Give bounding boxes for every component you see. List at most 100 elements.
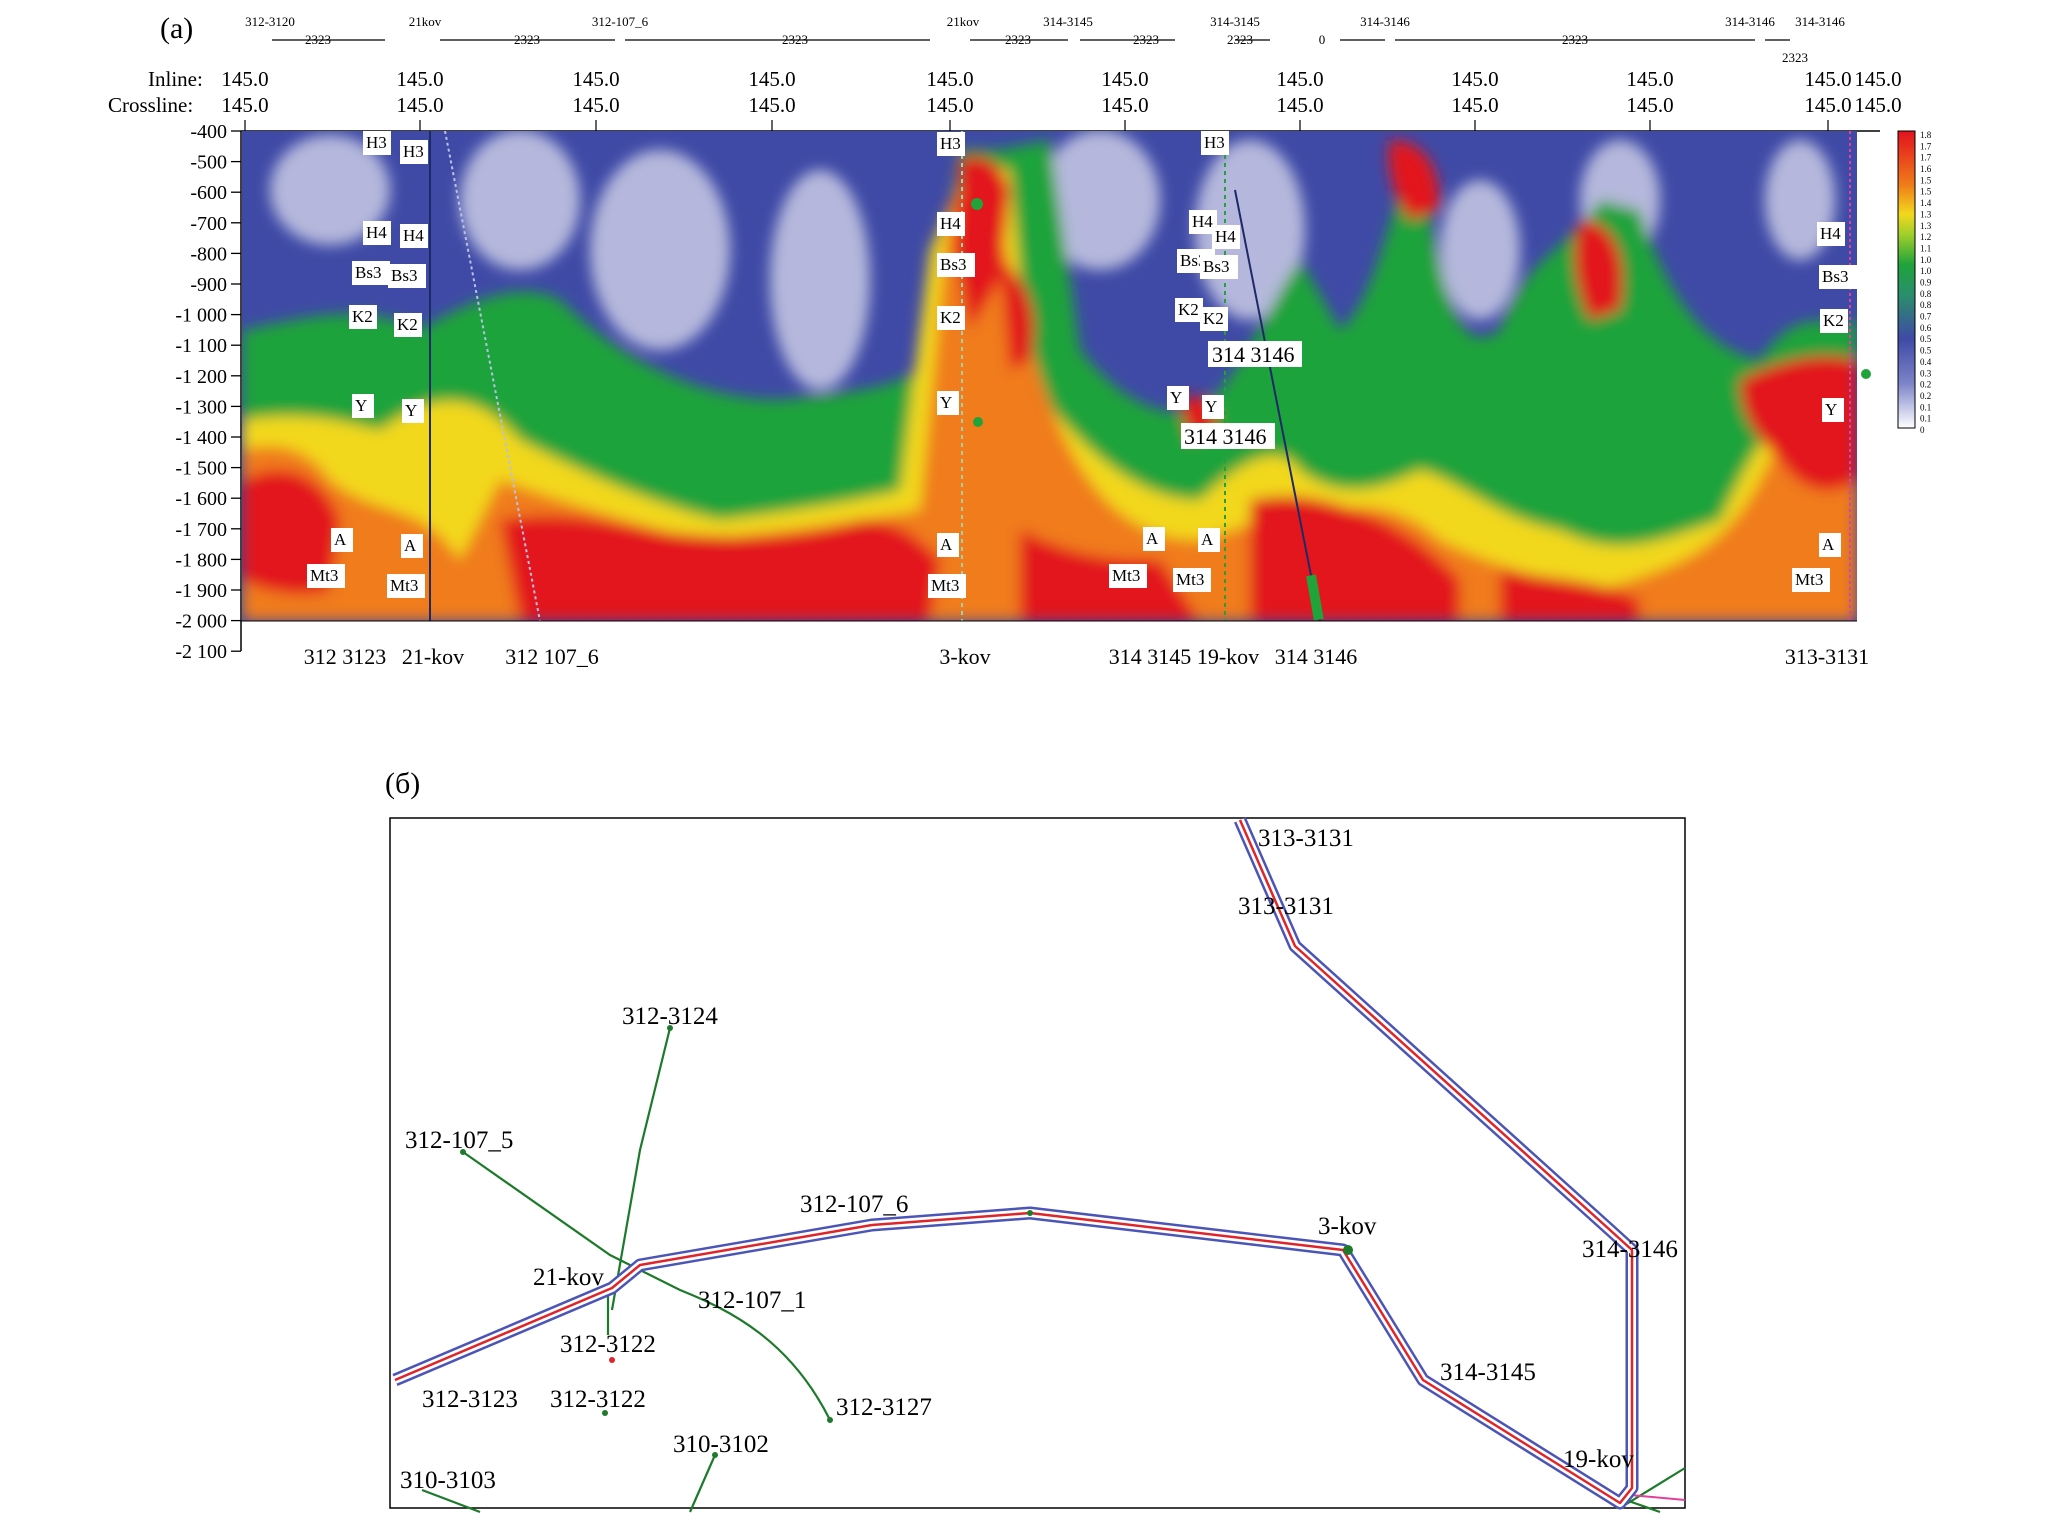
horizon-label-box [402,399,424,423]
inline-value: 145.0 [1626,67,1673,91]
horizon-label-box [1792,568,1830,592]
horizon-label: K2 [1823,311,1844,330]
horizon-label-box [352,394,374,418]
profile-line [392,817,1639,1510]
inline-value: 145.0 [1276,67,1323,91]
colorbar-tick: 1.1 [1920,243,1931,253]
crossline-value: 145.0 [396,93,443,117]
horizon-label-box [401,534,423,558]
svg-text:2323: 2323 [1005,32,1031,47]
horizon-label-box [1820,309,1848,333]
svg-text:312-3123: 312-3123 [422,1386,518,1413]
horizon-label-box [363,221,391,245]
crossline-value: 145.0 [1626,93,1673,117]
horizon-label: Bs3 [1180,251,1206,270]
svg-text:2323: 2323 [305,32,331,47]
horizon-label-box [1175,298,1203,322]
horizon-label-box [394,313,422,337]
depth-tick-label: -800 [190,243,227,265]
svg-text:21kov: 21kov [409,14,442,29]
inline-value: 145.0 [1804,67,1851,91]
svg-text:0: 0 [1319,32,1326,47]
depth-tick-label: -1 300 [175,396,227,418]
horizon-label-box [400,224,428,248]
horizon-label: Mt3 [1112,566,1140,585]
segment-values: 2323 2323 2323 2323 2323 2323 0 2323 232… [305,32,1808,65]
svg-text:312-3120: 312-3120 [245,14,295,29]
horizon-label-box [331,528,353,552]
horizon-label: Bs3 [391,266,417,285]
svg-text:314-3145: 314-3145 [1043,14,1093,29]
horizon-label-box [1822,398,1844,422]
horizon-label-box [363,131,391,155]
svg-text:314 3146: 314 3146 [1275,644,1358,669]
depth-tick-label: -1 400 [175,427,227,449]
svg-text:314 3146: 314 3146 [1184,424,1267,449]
horizon-label: A [1201,530,1214,549]
pink-trace [1629,1494,1686,1501]
horizon-label: H4 [1192,212,1213,231]
depth-tick-label: -2 000 [175,611,227,633]
colorbar-tick: 1.3 [1920,209,1932,219]
horizon-label-box [937,253,975,277]
horizon-label: A [334,530,347,549]
inside-well-labels: 314 3146 314 3146 [1181,341,1302,449]
horizon-label-box [1143,527,1165,551]
horizon-label: Y [1205,397,1217,416]
horizon-label: K2 [352,307,373,326]
svg-text:313-3131: 313-3131 [1238,893,1334,920]
horizon-label: Bs3 [355,263,381,282]
colorbar-tick: 0.1 [1920,402,1931,412]
horizon-label: Mt3 [931,576,959,595]
svg-text:19-kov: 19-kov [1563,1446,1634,1473]
horizon-label: Y [940,393,952,412]
colorbar-tick: 0.5 [1920,334,1932,344]
horizon-label-box [937,306,965,330]
horizon-label: Bs3 [940,255,966,274]
inline-value: 145.0 [1451,67,1498,91]
horizon-label: Bs3 [1822,267,1848,286]
horizon-label: Mt3 [1795,570,1823,589]
depth-tick-label: -400 [190,121,227,143]
horizon-label: Y [1170,388,1182,407]
svg-text:313-3131: 313-3131 [1785,644,1869,669]
svg-text:2323: 2323 [1227,32,1253,47]
horizon-label: K2 [940,308,961,327]
horizon-label-box [1212,225,1240,249]
svg-text:3-kov: 3-kov [1318,1213,1377,1240]
svg-text:312-107_6: 312-107_6 [592,14,649,29]
svg-text:19-kov: 19-kov [1197,644,1259,669]
inline-value: 145.0 [221,67,268,91]
bottom-well-names: 312 3123 21-kov 312 107_6 3-kov 314 3145… [304,644,1869,669]
horizon-label: A [1146,529,1159,548]
colorbar-tick: 1.5 [1920,187,1932,197]
colorbar-tick: 0.2 [1920,380,1931,390]
svg-text:314-3146: 314-3146 [1582,1236,1678,1263]
horizon-label-box [1817,222,1845,246]
svg-text:2323: 2323 [514,32,540,47]
inline-value: 145.0 [926,67,973,91]
svg-text:314-3146: 314-3146 [1795,14,1845,29]
horizon-label-box [1173,568,1211,592]
crossline-label: Crossline: [108,93,193,117]
colorbar-tick: 0.8 [1920,300,1932,310]
horizon-label-box [928,574,966,598]
inline-value: 145.0 [748,67,795,91]
panel-b-label: (б) [385,767,420,800]
horizon-label-box [1109,564,1147,588]
inline-value: 145.0 [572,67,619,91]
svg-text:312-3122: 312-3122 [550,1386,646,1413]
horizon-label: H4 [366,223,387,242]
svg-text:314 3146: 314 3146 [1212,342,1295,367]
horizon-label: H3 [403,142,424,161]
crossline-value: 145.0 [1276,93,1323,117]
svg-text:21kov: 21kov [947,14,980,29]
colorbar-tick: 0.3 [1920,368,1932,378]
panel-a-label: (a) [160,12,193,45]
colorbar-tick: 0.8 [1920,289,1932,299]
colorbar-tick: 1.5 [1920,175,1932,185]
horizon-label: A [940,535,953,554]
horizon-label-box [1198,528,1220,552]
header-values: 145.0145.0145.0145.0145.0145.0145.0145.0… [221,67,1902,131]
horizon-label-box [937,212,965,236]
